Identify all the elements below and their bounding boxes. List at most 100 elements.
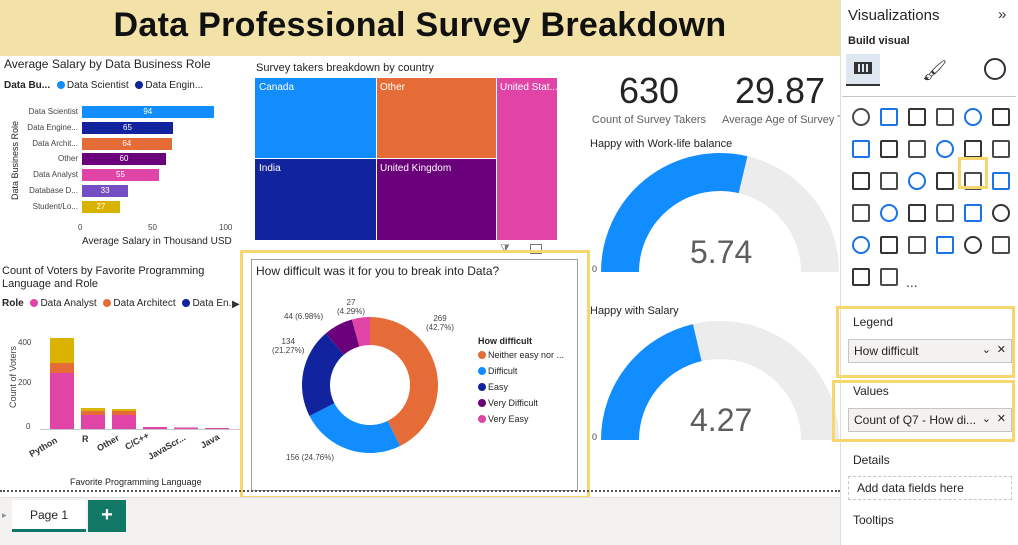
prog-legend-item: Data Architect (113, 298, 176, 309)
visual-type-icon[interactable] (908, 140, 926, 158)
donut-label-very-easy: 27 (4.29%) (337, 298, 366, 316)
treemap-cell-other[interactable]: Other (377, 78, 496, 158)
visual-type-icon[interactable] (908, 204, 926, 222)
visual-type-icon[interactable] (936, 108, 954, 126)
add-page-button[interactable]: + (88, 500, 126, 532)
visual-type-icon[interactable] (852, 140, 870, 158)
chevron-down-icon[interactable]: ⌄ (981, 413, 991, 425)
legend-field[interactable]: How difficult ⌄ ✕ (848, 339, 1012, 363)
salary-bar[interactable]: 65 (82, 121, 173, 134)
prog-y-tick: 400 (18, 338, 32, 347)
remove-field-icon[interactable]: ✕ (996, 344, 1006, 356)
donut-legend-item[interactable]: Very Difficult (478, 398, 578, 408)
more-visuals-icon[interactable]: ... (906, 274, 918, 290)
visual-type-icon[interactable] (964, 172, 982, 190)
visual-type-icon[interactable] (992, 236, 1010, 254)
filter-icon[interactable]: ⧩ (500, 243, 510, 255)
donut-title: How difficult was it for you to break in… (256, 264, 500, 278)
visual-type-icon[interactable] (852, 108, 870, 126)
gauge-worklife[interactable] (590, 150, 840, 280)
donut-slice[interactable] (351, 317, 370, 347)
visual-type-icon[interactable] (852, 172, 870, 190)
format-visual-icon[interactable]: 🖌 (922, 60, 948, 82)
values-field-label: Count of Q7 - How di... (854, 413, 977, 427)
visual-type-icon[interactable] (936, 236, 954, 254)
values-well-header: Values (853, 384, 889, 398)
visual-type-icon[interactable] (880, 172, 898, 190)
treemap-cell-canada[interactable]: Canada (255, 78, 376, 158)
visual-type-gallery (848, 104, 1016, 296)
visual-type-icon[interactable] (964, 140, 982, 158)
visual-type-icon[interactable] (992, 204, 1010, 222)
details-drop-zone[interactable]: Add data fields here (848, 476, 1012, 500)
treemap-cell-united-states[interactable]: United Stat... (497, 78, 558, 240)
remove-field-icon[interactable]: ✕ (996, 413, 1006, 425)
prog-stacked-chart[interactable] (40, 330, 240, 430)
salary-bar[interactable]: 55 (82, 169, 159, 182)
visual-type-icon[interactable] (852, 204, 870, 222)
treemap-cell-united-kingdom[interactable]: United Kingdom (377, 159, 496, 240)
prog-legend-item: Data En... (192, 298, 237, 309)
visual-type-icon[interactable] (992, 172, 1010, 190)
visual-type-icon[interactable] (964, 108, 982, 126)
gauge-salary-value: 4.27 (690, 402, 753, 438)
donut-legend-item[interactable]: Very Easy (478, 414, 578, 424)
build-visual-tab[interactable] (846, 54, 880, 86)
bar-r-other (81, 408, 105, 411)
donut-legend-item[interactable]: Easy (478, 382, 578, 392)
focus-mode-icon[interactable] (530, 244, 542, 254)
tooltips-well-header: Tooltips (853, 513, 894, 527)
salary-role-label: Other (57, 154, 78, 164)
salary-bar[interactable]: 27 (82, 200, 120, 213)
donut-label-very-difficult: 44 (6.98%) (284, 312, 324, 321)
visual-type-icon[interactable] (908, 236, 926, 254)
visual-type-icon[interactable] (880, 268, 898, 286)
gauge-salary[interactable] (590, 318, 840, 448)
visual-type-icon[interactable] (880, 204, 898, 222)
visual-type-icon[interactable] (852, 268, 870, 286)
analytics-icon[interactable] (984, 58, 1006, 80)
tab-page-1[interactable]: Page 1 (12, 500, 86, 532)
visual-type-icon[interactable] (936, 172, 954, 190)
bar-other-architect (112, 411, 136, 415)
visual-type-icon[interactable] (992, 140, 1010, 158)
visual-type-icon[interactable] (880, 140, 898, 158)
donut-slice[interactable] (302, 333, 344, 417)
salary-bar[interactable]: 60 (82, 153, 166, 166)
visual-type-icon[interactable] (880, 236, 898, 254)
salary-bar[interactable]: 64 (82, 137, 172, 150)
gauge-salary-min: 0 (592, 432, 598, 442)
donut-slice[interactable] (309, 403, 401, 453)
donut-slice[interactable] (325, 319, 360, 355)
visual-type-icon[interactable] (964, 204, 982, 222)
bar-python-student (50, 338, 74, 351)
visual-type-icon[interactable] (992, 108, 1010, 126)
donut-legend-item[interactable]: Difficult (478, 366, 578, 376)
visual-type-icon[interactable] (964, 236, 982, 254)
chevron-down-icon[interactable]: ⌄ (981, 344, 991, 356)
salary-tick: 100 (219, 223, 233, 232)
treemap-cell-india[interactable]: India (255, 159, 376, 240)
visual-type-icon[interactable] (936, 140, 954, 158)
collapse-pane-icon[interactable]: » (998, 6, 1007, 23)
salary-bar[interactable]: 94 (82, 106, 214, 118)
pane-divider (842, 96, 1016, 97)
salary-chart-title: Average Salary by Data Business Role (4, 57, 211, 71)
bar-python-other (50, 351, 74, 363)
visual-type-icon[interactable] (908, 108, 926, 126)
tab-scroll-left-icon[interactable]: ▸ (2, 510, 7, 520)
donut-chart[interactable] (290, 305, 450, 465)
salary-legend-item: Data Engin... (145, 80, 204, 91)
visual-type-icon[interactable] (908, 172, 926, 190)
salary-bar-chart[interactable]: Data Scientist 94 Data Engine... 65 Data Arc… (0, 104, 240, 224)
salary-role-label: Data Scientist (28, 107, 78, 116)
visual-type-icon[interactable] (936, 204, 954, 222)
values-field[interactable]: Count of Q7 - How di... ⌄ ✕ (848, 408, 1012, 432)
visual-type-icon[interactable] (852, 236, 870, 254)
legend-next-arrow[interactable]: ▶ (232, 299, 240, 310)
bar-cpp (143, 427, 167, 429)
visual-type-icon[interactable] (880, 108, 898, 126)
salary-bar[interactable]: 33 (82, 185, 129, 197)
donut-legend-item[interactable]: Neither easy nor ... (478, 350, 578, 360)
donut-slice[interactable] (370, 317, 438, 446)
